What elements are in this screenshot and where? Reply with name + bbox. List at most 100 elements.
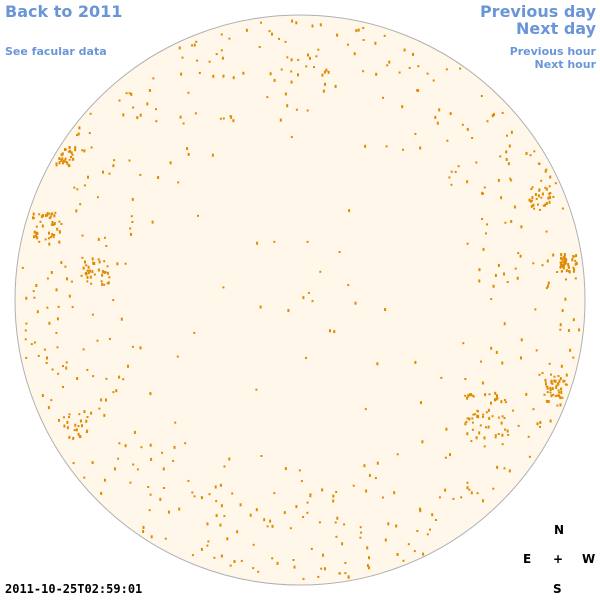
facula-point	[68, 416, 70, 419]
facula-point	[68, 146, 71, 149]
facula-point	[413, 550, 416, 553]
facula-point	[497, 178, 500, 182]
facula-point	[186, 147, 189, 151]
facula-point	[302, 516, 305, 518]
facula-point	[179, 115, 182, 119]
facula-point	[574, 260, 577, 262]
facula-point	[48, 237, 50, 240]
facula-point	[445, 427, 448, 431]
facula-point	[462, 342, 465, 345]
facula-point	[195, 40, 198, 43]
facula-point	[547, 400, 550, 403]
facula-point	[223, 465, 226, 468]
previous-hour-link[interactable]: Previous hour	[509, 45, 596, 58]
facula-point	[336, 33, 339, 37]
facula-point	[563, 253, 566, 256]
facula-point	[310, 547, 313, 550]
facula-point	[549, 391, 552, 394]
facula-point	[298, 469, 301, 472]
facula-point	[149, 443, 152, 447]
facula-point	[24, 338, 27, 341]
facula-point	[450, 170, 453, 173]
facula-point	[108, 337, 111, 340]
facula-point	[559, 403, 562, 407]
facula-point	[457, 165, 460, 168]
facula-point	[531, 199, 533, 202]
facula-point	[118, 99, 121, 102]
facula-point	[75, 428, 78, 432]
facula-point	[83, 410, 86, 414]
facula-point	[249, 513, 252, 517]
facula-point	[278, 37, 280, 40]
facula-point	[422, 552, 425, 556]
facula-point	[467, 394, 470, 398]
facula-point	[513, 205, 516, 209]
facula-point	[80, 274, 83, 277]
facula-point	[376, 461, 379, 465]
facula-point	[548, 185, 551, 188]
facula-point	[561, 264, 564, 268]
facula-point	[347, 576, 350, 579]
facula-point	[544, 378, 547, 382]
previous-day-link[interactable]: Previous day	[479, 2, 596, 21]
facula-point	[260, 455, 263, 457]
facula-point	[468, 393, 471, 397]
facula-point	[554, 182, 557, 185]
facula-point	[279, 118, 282, 122]
facula-point	[103, 270, 106, 274]
facula-point	[34, 234, 37, 238]
facula-point	[544, 169, 547, 173]
facula-point	[414, 360, 417, 364]
facula-point	[396, 453, 399, 456]
facula-point	[83, 184, 86, 187]
back-to-year-link[interactable]: Back to 2011	[5, 2, 123, 21]
facula-point	[564, 258, 567, 260]
facula-point	[503, 467, 506, 470]
compass-south: S	[553, 582, 562, 596]
facula-point	[86, 280, 89, 283]
facula-point	[438, 108, 441, 112]
facula-point	[504, 401, 507, 404]
facula-point	[520, 356, 522, 360]
facula-point	[140, 446, 143, 449]
facula-point	[284, 467, 287, 471]
facula-point	[426, 72, 429, 75]
facula-point	[419, 507, 421, 511]
facula-point	[229, 115, 232, 118]
see-facular-data-link[interactable]: See facular data	[5, 45, 107, 58]
facula-point	[102, 170, 104, 174]
facula-point	[157, 176, 160, 179]
facula-point	[452, 497, 455, 500]
facula-point	[572, 356, 575, 359]
next-day-link[interactable]: Next day	[516, 19, 596, 38]
facula-point	[37, 354, 40, 357]
facula-point	[396, 553, 399, 556]
facula-point	[139, 113, 142, 117]
facula-point	[85, 264, 88, 267]
facula-point	[538, 208, 541, 211]
facula-point	[105, 377, 108, 380]
facula-point	[335, 535, 338, 538]
facula-point	[67, 164, 70, 168]
facula-point	[403, 48, 406, 52]
facula-point	[309, 56, 311, 60]
facula-point	[280, 68, 283, 71]
facula-point	[484, 393, 487, 397]
facula-point	[81, 256, 84, 259]
facula-point	[485, 232, 487, 235]
facula-point	[561, 263, 564, 266]
next-hour-link[interactable]: Next hour	[534, 58, 597, 71]
facula-point	[53, 222, 56, 225]
facula-point	[258, 46, 261, 48]
facula-point	[103, 260, 106, 263]
facula-point	[569, 348, 572, 352]
facula-point	[528, 455, 531, 458]
facula-point	[482, 413, 485, 416]
facula-point	[108, 172, 111, 175]
facula-point	[220, 504, 223, 508]
facula-point	[98, 407, 101, 410]
facula-point	[117, 457, 120, 460]
facula-point	[286, 56, 289, 59]
facula-point	[273, 78, 276, 82]
facula-point	[565, 278, 567, 281]
